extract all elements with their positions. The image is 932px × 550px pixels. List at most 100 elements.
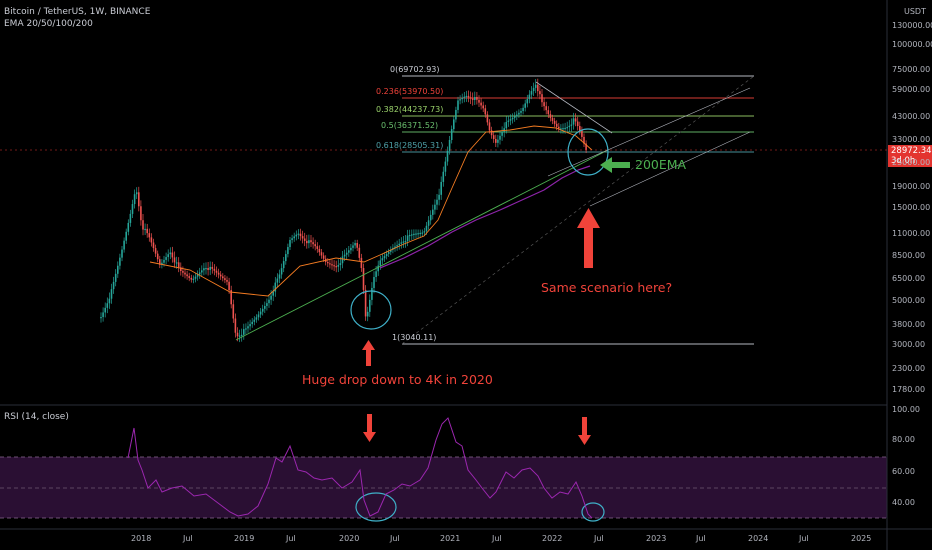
candle-body bbox=[232, 304, 235, 319]
ema-200-line bbox=[379, 165, 591, 269]
candle-body bbox=[465, 95, 468, 98]
candle-body bbox=[123, 240, 125, 250]
candle-body bbox=[371, 287, 373, 300]
candle-body bbox=[402, 241, 405, 243]
candle-body bbox=[576, 121, 579, 127]
candle-body bbox=[534, 84, 537, 88]
candle-body bbox=[190, 277, 193, 280]
price-tick: 6500.00 bbox=[892, 274, 926, 283]
candle-body bbox=[532, 87, 535, 92]
red-down-arrow-rsi-2022 bbox=[578, 417, 591, 445]
candle-body bbox=[482, 105, 484, 109]
rsi-legend[interactable]: RSI (14, close) bbox=[4, 412, 69, 422]
candle-body bbox=[102, 312, 104, 318]
drawings[interactable] bbox=[235, 81, 751, 522]
red-up-arrow-small bbox=[362, 340, 375, 366]
rsi-14-line bbox=[127, 417, 593, 519]
candle-body bbox=[463, 96, 466, 98]
wedge-upper bbox=[535, 81, 613, 134]
red-up-arrow-big bbox=[577, 208, 600, 268]
candle-body bbox=[585, 143, 587, 150]
fib-level-label: 0(69702.93) bbox=[390, 65, 440, 74]
candle-body bbox=[125, 231, 127, 241]
candle-body bbox=[299, 233, 302, 237]
candlesticks bbox=[100, 78, 587, 343]
candle-body bbox=[530, 91, 533, 95]
candle-body bbox=[285, 254, 287, 262]
indicator-legend[interactable]: EMA 20/50/100/200 bbox=[4, 19, 93, 29]
fib-retracement[interactable] bbox=[401, 75, 755, 345]
fib-level-label: 0.5(36371.52) bbox=[381, 121, 439, 130]
symbol-title[interactable]: Bitcoin / TetherUS, 1W, BINANCE bbox=[4, 7, 151, 17]
candle-body bbox=[211, 266, 214, 269]
candle-body bbox=[377, 265, 379, 272]
candle-body bbox=[150, 237, 153, 243]
candle-body bbox=[228, 281, 230, 291]
candle-body bbox=[570, 124, 573, 126]
candle-body bbox=[110, 289, 113, 299]
ema-lines bbox=[149, 125, 593, 297]
candle-body bbox=[429, 214, 432, 221]
price-tick: 11000.00 bbox=[892, 229, 931, 238]
fib-level-label: 0.382(44237.73) bbox=[376, 105, 444, 114]
candle-body bbox=[417, 233, 419, 235]
candle-body bbox=[100, 317, 102, 319]
candle-body bbox=[127, 222, 130, 232]
candle-body bbox=[408, 234, 411, 237]
candle-body bbox=[306, 240, 308, 244]
highlight-circle-rsi-2022 bbox=[581, 502, 605, 522]
candle-body bbox=[345, 252, 348, 255]
candle-body bbox=[196, 274, 199, 277]
candle-body bbox=[394, 246, 396, 248]
time-tick: Jul bbox=[799, 534, 809, 543]
candle-body bbox=[553, 120, 556, 124]
candle-body bbox=[562, 128, 564, 130]
time-tick: Jul bbox=[183, 534, 193, 543]
price-tick: 25000.00 bbox=[892, 158, 931, 167]
candle-body bbox=[348, 250, 350, 253]
candle-body bbox=[293, 236, 295, 239]
candle-body bbox=[524, 103, 526, 108]
candle-body bbox=[240, 334, 243, 337]
candle-body bbox=[390, 249, 392, 252]
candle-body bbox=[274, 282, 277, 292]
rsi-tick: 100.00 bbox=[892, 405, 920, 414]
candle-body bbox=[478, 99, 480, 103]
time-tick: 2024 bbox=[748, 534, 769, 543]
candle-body bbox=[131, 204, 134, 214]
candle-body bbox=[282, 261, 285, 269]
candle-body bbox=[230, 290, 232, 305]
last-price: 28972.34 bbox=[891, 146, 932, 156]
price-tick: 15000.00 bbox=[892, 203, 931, 212]
time-tick: Jul bbox=[286, 534, 296, 543]
candle-body bbox=[142, 220, 144, 230]
candle-body bbox=[448, 139, 451, 151]
candle-body bbox=[335, 266, 337, 268]
candle-body bbox=[320, 252, 323, 256]
bar-countdown: 3d 0h bbox=[891, 156, 916, 166]
candle-body bbox=[379, 260, 382, 266]
fib-level-label: 1(3040.11) bbox=[392, 333, 437, 342]
candle-body bbox=[537, 84, 539, 92]
candle-body bbox=[278, 274, 281, 279]
rsi-tick: 40.00 bbox=[892, 498, 915, 507]
candle-body bbox=[291, 238, 293, 240]
candle-body bbox=[138, 192, 140, 207]
candle-body bbox=[165, 257, 167, 260]
candle-body bbox=[526, 99, 529, 104]
candle-body bbox=[352, 245, 354, 248]
candle-body bbox=[310, 240, 312, 243]
candle-body bbox=[513, 116, 516, 118]
candle-body bbox=[438, 194, 440, 200]
candle-body bbox=[184, 272, 186, 275]
candle-body bbox=[186, 274, 188, 277]
time-tick: Jul bbox=[390, 534, 400, 543]
price-tick: 2300.00 bbox=[892, 364, 926, 373]
candle-body bbox=[404, 241, 407, 243]
candle-body bbox=[108, 298, 111, 304]
candle-body bbox=[415, 233, 417, 235]
green-arrow bbox=[600, 157, 630, 173]
rsi-tick: 60.00 bbox=[892, 467, 915, 476]
fib-diagonal bbox=[401, 75, 755, 345]
